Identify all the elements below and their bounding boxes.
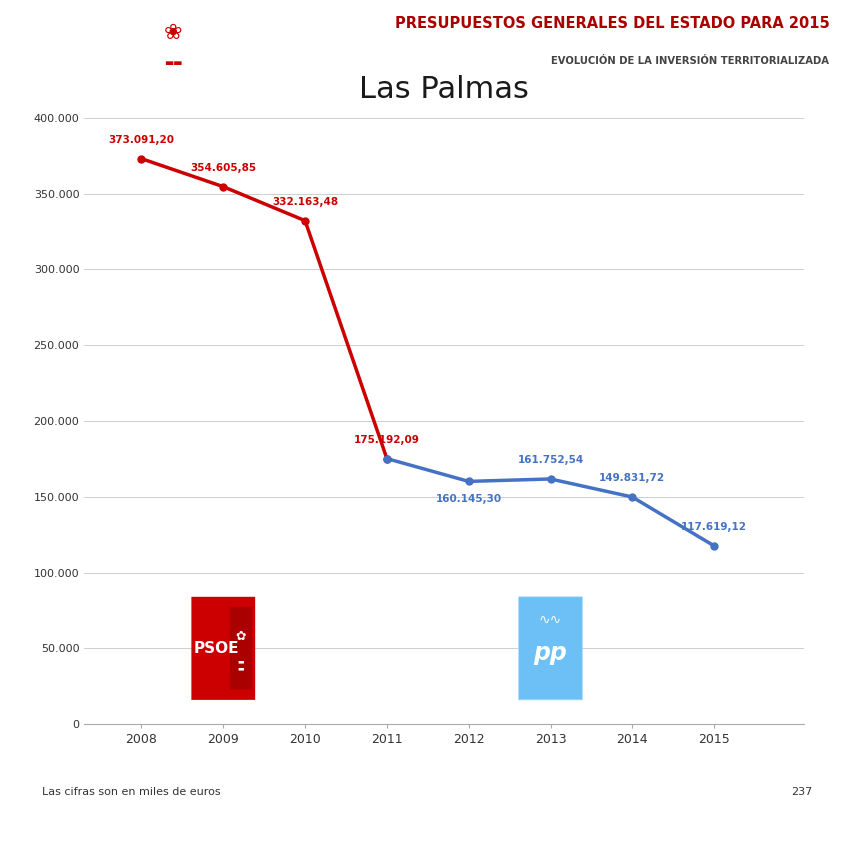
Text: 237: 237 bbox=[791, 787, 813, 797]
Text: 332.163,48: 332.163,48 bbox=[272, 197, 338, 207]
Text: CONGRESO: CONGRESO bbox=[57, 57, 105, 67]
FancyBboxPatch shape bbox=[519, 597, 583, 700]
Text: 175.192,09: 175.192,09 bbox=[354, 435, 420, 445]
Text: GRUPO: GRUPO bbox=[57, 21, 88, 29]
Text: PARLAMENTARIO: PARLAMENTARIO bbox=[57, 33, 130, 42]
Text: 149.831,72: 149.831,72 bbox=[600, 473, 665, 483]
Text: PRESUPUESTOS GENERALES DEL ESTADO PARA 2015: PRESUPUESTOS GENERALES DEL ESTADO PARA 2… bbox=[395, 16, 829, 31]
Title: Las Palmas: Las Palmas bbox=[360, 76, 529, 104]
Text: ∿∿: ∿∿ bbox=[539, 612, 562, 626]
Circle shape bbox=[151, 12, 196, 54]
Text: 373.091,20: 373.091,20 bbox=[109, 135, 174, 145]
Text: 117.619,12: 117.619,12 bbox=[681, 522, 747, 532]
Text: 161.752,54: 161.752,54 bbox=[517, 456, 584, 466]
Text: SOCIALISTA.: SOCIALISTA. bbox=[57, 45, 110, 54]
Text: Las cifras son en miles de euros: Las cifras son en miles de euros bbox=[42, 787, 221, 797]
Text: ❀: ❀ bbox=[164, 23, 183, 43]
Text: EVOLUCIÓN DE LA INVERSIÓN TERRITORIALIZADA: EVOLUCIÓN DE LA INVERSIÓN TERRITORIALIZA… bbox=[552, 56, 829, 66]
Text: ▬▬: ▬▬ bbox=[164, 58, 183, 68]
FancyBboxPatch shape bbox=[191, 597, 255, 700]
FancyBboxPatch shape bbox=[230, 607, 252, 690]
FancyBboxPatch shape bbox=[147, 52, 200, 75]
Text: pp: pp bbox=[534, 642, 568, 665]
Text: 354.605,85: 354.605,85 bbox=[190, 163, 256, 173]
Text: ✿: ✿ bbox=[236, 630, 246, 642]
Text: PSOE: PSOE bbox=[194, 641, 239, 656]
Text: ▬
▬: ▬ ▬ bbox=[237, 658, 244, 671]
Text: 160.145,30: 160.145,30 bbox=[435, 494, 502, 504]
